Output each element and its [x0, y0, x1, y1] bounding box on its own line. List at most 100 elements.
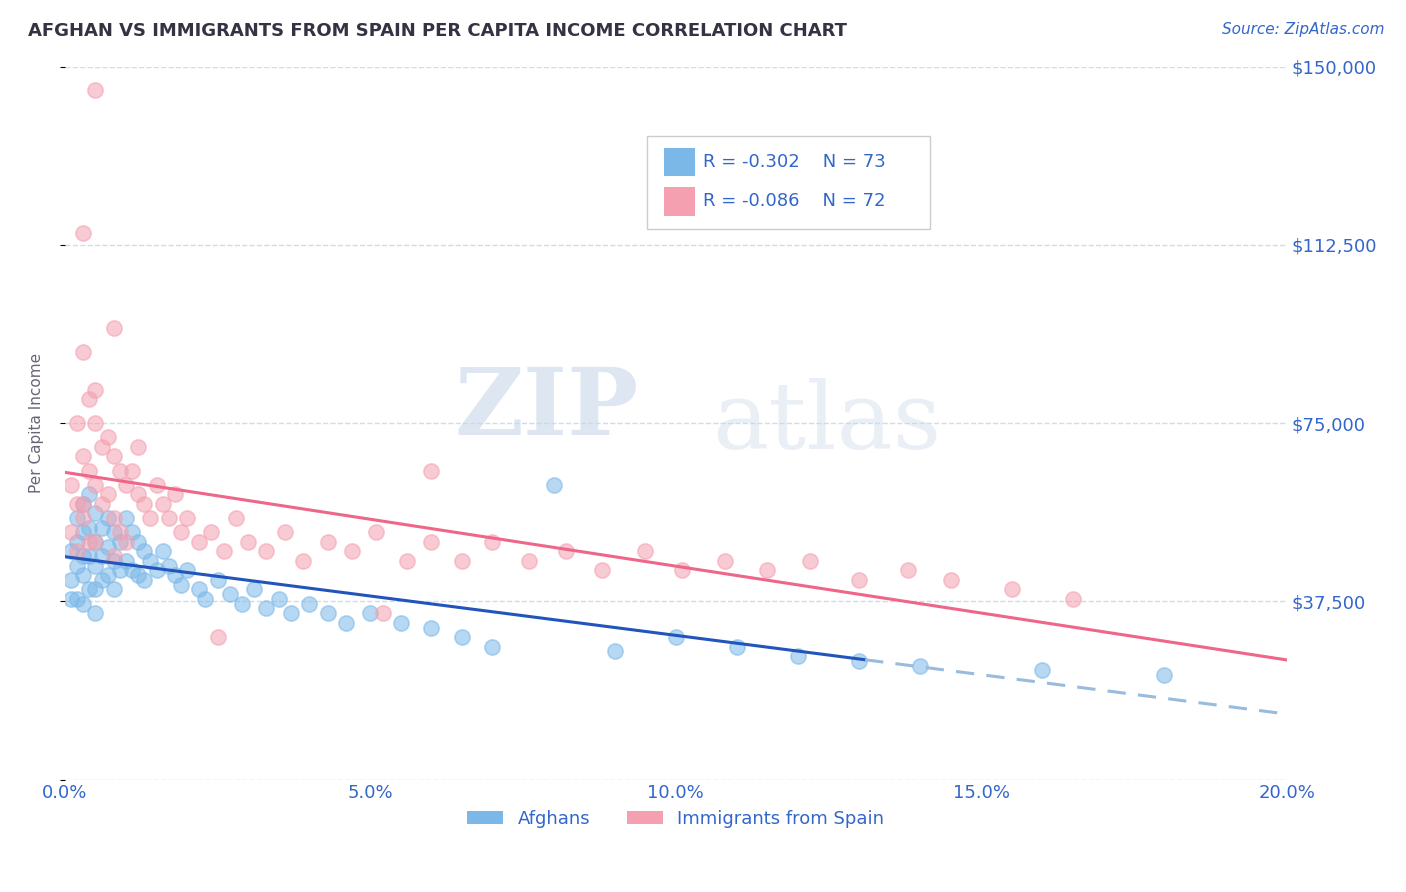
Text: R = -0.086    N = 72: R = -0.086 N = 72	[703, 193, 886, 211]
Point	[256, 544, 278, 558]
Point	[145, 564, 167, 578]
Point	[103, 549, 125, 564]
Text: AFGHAN VS IMMIGRANTS FROM SPAIN PER CAPITA INCOME CORRELATION CHART: AFGHAN VS IMMIGRANTS FROM SPAIN PER CAPI…	[28, 22, 848, 40]
Point	[848, 573, 870, 587]
Point	[316, 606, 339, 620]
Point	[671, 564, 693, 578]
Point	[207, 573, 229, 587]
Point	[371, 606, 394, 620]
Point	[90, 440, 112, 454]
Point	[79, 521, 101, 535]
Point	[786, 648, 808, 663]
Point	[176, 564, 198, 578]
Point	[665, 630, 688, 644]
Point	[59, 478, 82, 492]
Point	[134, 497, 156, 511]
Point	[316, 535, 339, 549]
Point	[298, 597, 321, 611]
Point	[103, 582, 125, 597]
Point	[72, 226, 94, 240]
Text: R = -0.302    N = 73: R = -0.302 N = 73	[703, 153, 886, 171]
Point	[127, 535, 149, 549]
Point	[59, 544, 82, 558]
Point	[188, 535, 211, 549]
Point	[420, 464, 443, 478]
Point	[66, 558, 89, 573]
Point	[84, 416, 107, 430]
Point	[481, 640, 503, 654]
Point	[848, 654, 870, 668]
Point	[59, 525, 82, 540]
Point	[280, 606, 302, 620]
Point	[66, 592, 89, 607]
Point	[451, 630, 474, 644]
Point	[163, 487, 186, 501]
Point	[176, 511, 198, 525]
Point	[481, 535, 503, 549]
Point	[79, 464, 101, 478]
Point	[1031, 663, 1053, 677]
Point	[72, 450, 94, 464]
Point	[543, 478, 565, 492]
Point	[603, 644, 626, 658]
Point	[121, 564, 143, 578]
Point	[84, 558, 107, 573]
Point	[103, 511, 125, 525]
Point	[97, 540, 120, 554]
Point	[97, 511, 120, 525]
Point	[897, 564, 920, 578]
Point	[66, 511, 89, 525]
Point	[134, 544, 156, 558]
Point	[84, 507, 107, 521]
Point	[799, 554, 821, 568]
Point	[72, 597, 94, 611]
Point	[194, 592, 217, 607]
Y-axis label: Per Capita Income: Per Capita Income	[30, 353, 44, 493]
Point	[84, 478, 107, 492]
Point	[108, 535, 131, 549]
Point	[127, 487, 149, 501]
Point	[79, 535, 101, 549]
Point	[97, 568, 120, 582]
Point	[103, 321, 125, 335]
Point	[231, 597, 253, 611]
Point	[66, 535, 89, 549]
Point	[256, 601, 278, 615]
Point	[335, 615, 357, 630]
Point	[212, 544, 235, 558]
Point	[115, 478, 138, 492]
Point	[908, 658, 931, 673]
Point	[359, 606, 381, 620]
Point	[139, 511, 162, 525]
Point	[121, 464, 143, 478]
Point	[634, 544, 657, 558]
Point	[59, 573, 82, 587]
Point	[108, 564, 131, 578]
Point	[725, 640, 748, 654]
Point	[188, 582, 211, 597]
Point	[274, 525, 297, 540]
Point	[103, 554, 125, 568]
Point	[103, 525, 125, 540]
Point	[756, 564, 779, 578]
Point	[145, 478, 167, 492]
Point	[115, 535, 138, 549]
Point	[939, 573, 962, 587]
Point	[66, 416, 89, 430]
Point	[59, 592, 82, 607]
Point	[1001, 582, 1024, 597]
Point	[97, 430, 120, 444]
Point	[207, 630, 229, 644]
Point	[66, 497, 89, 511]
Point	[90, 573, 112, 587]
Point	[366, 525, 388, 540]
Point	[152, 544, 174, 558]
Point	[389, 615, 412, 630]
Point	[84, 606, 107, 620]
Point	[84, 83, 107, 97]
Point	[170, 525, 193, 540]
Point	[340, 544, 363, 558]
Point	[139, 554, 162, 568]
Point	[420, 620, 443, 634]
Point	[591, 564, 613, 578]
